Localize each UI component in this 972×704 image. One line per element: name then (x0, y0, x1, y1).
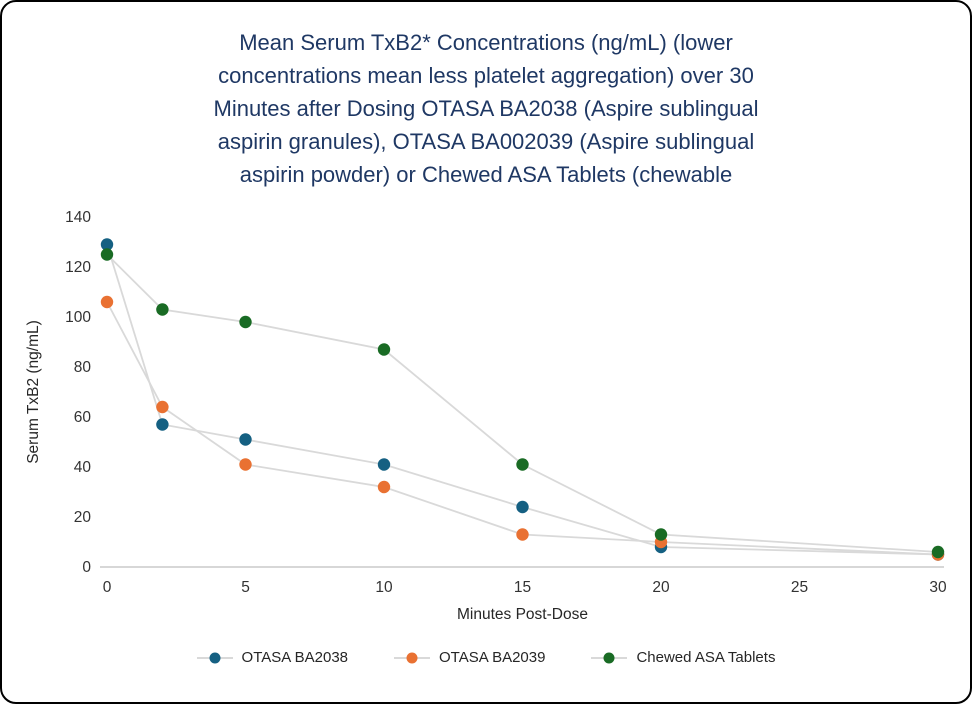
data-point (156, 400, 169, 414)
legend-marker-icon (591, 651, 628, 664)
y-axis-tick-label: 140 (65, 209, 91, 226)
y-axis-tick-label: 60 (74, 409, 92, 426)
legend-marker-icon (394, 651, 430, 664)
data-point (100, 238, 114, 251)
legend-item: OTASA BA2038 (196, 649, 348, 666)
x-axis-tick-label: 25 (791, 579, 808, 596)
data-point (239, 433, 252, 446)
x-axis-tick-label: 30 (929, 579, 947, 596)
data-point (377, 343, 391, 356)
y-axis-title: Serum TxB2 (ng/mL) (25, 320, 42, 464)
y-axis-tick-label: 20 (74, 509, 92, 526)
legend-label: OTASA BA2039 (439, 649, 546, 666)
x-axis-tick-label: 20 (652, 579, 670, 596)
legend-label: OTASA BA2038 (241, 649, 348, 666)
series-line (106, 301, 939, 556)
y-axis-tick-label: 120 (65, 259, 91, 276)
x-axis-tick-label: 15 (514, 579, 531, 596)
x-axis-tick-label: 0 (103, 579, 112, 596)
data-point (931, 545, 945, 559)
legend-label: Chewed ASA Tablets (636, 649, 776, 666)
data-point (156, 418, 169, 431)
data-point (516, 458, 529, 471)
plot-area: 0 20 40 60 80 100 120 140 0 5 10 15 20 25 30 Minutes Po… (2, 193, 970, 633)
y-axis-tick-label: 40 (74, 459, 92, 476)
x-axis-tick-label: 10 (375, 579, 393, 596)
chart-legend: OTASA BA2038 OTASA BA2039 Chewed ASA Table… (2, 649, 970, 666)
y-axis-tick-label: 100 (65, 309, 91, 326)
y-axis-tick-label: 0 (82, 559, 91, 576)
legend-item: OTASA BA2039 (394, 649, 545, 666)
plot-svg: 0 20 40 60 80 100 120 140 0 5 10 15 20 25 30 Minutes Po… (25, 209, 947, 623)
data-point (516, 500, 529, 514)
data-point (239, 315, 252, 329)
data-point (377, 458, 391, 471)
legend-item: Chewed ASA Tablets (591, 649, 775, 666)
legend-marker-icon (196, 651, 233, 664)
x-axis-tick-label: 5 (241, 579, 250, 596)
y-axis-tick-label: 80 (74, 359, 92, 376)
data-point (654, 528, 668, 541)
data-point (516, 528, 529, 541)
data-point (156, 303, 169, 316)
data-point (100, 248, 114, 261)
chart-title: Mean Serum TxB2* Concentrations (ng/mL) … (213, 30, 759, 187)
data-point (377, 480, 391, 494)
data-point (239, 458, 252, 471)
x-axis-title: Minutes Post-Dose (457, 606, 588, 623)
data-point (100, 295, 114, 309)
